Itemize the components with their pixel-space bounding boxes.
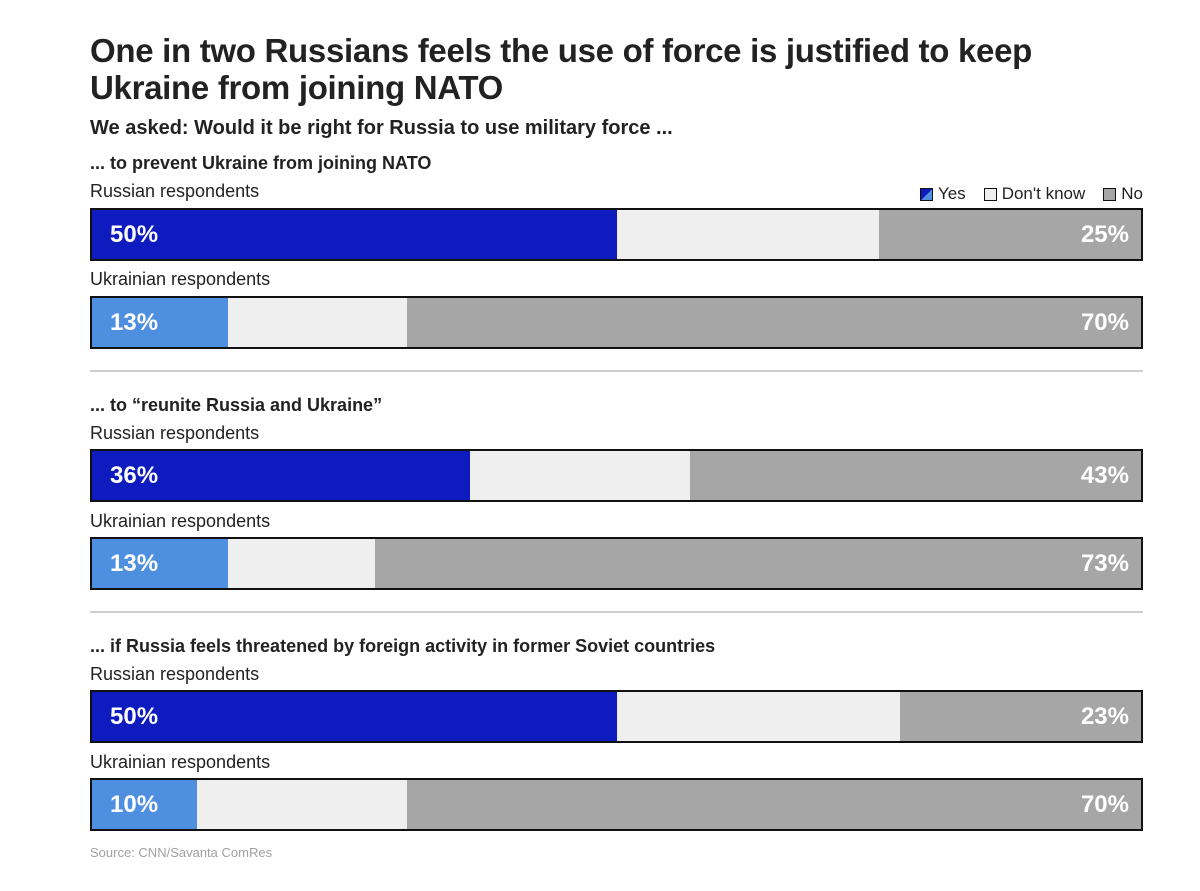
group-label-russian: Russian respondents	[90, 181, 260, 201]
value-label-yes: 50%	[110, 702, 159, 730]
bar-segment-dont-know	[469, 451, 690, 500]
stacked-bar: 50% 23%	[90, 690, 1143, 743]
value-label-yes: 36%	[110, 461, 159, 489]
legend-no-swatch	[1103, 187, 1117, 201]
section-divider	[90, 370, 1143, 372]
group-label-ukrainian: Ukrainian respondents	[90, 511, 271, 531]
legend-no-label: No	[1121, 184, 1143, 203]
bar-segment-dont-know	[228, 539, 376, 588]
question-label: ... if Russia feels threatened by foreig…	[90, 636, 716, 656]
bar-segment-no: 23%	[899, 692, 1141, 741]
bar-segment-no: 73%	[375, 539, 1141, 588]
bar-segment-dont-know	[616, 692, 900, 741]
bar-segment-dont-know	[196, 780, 407, 829]
bar-segment-yes: 13%	[92, 539, 229, 588]
group-label-ukrainian: Ukrainian respondents	[90, 752, 271, 772]
value-label-no: 23%	[1080, 702, 1129, 730]
legend-yes-swatch	[919, 187, 933, 201]
bar-segment-yes: 50%	[92, 692, 617, 741]
value-label-no: 43%	[1080, 461, 1129, 489]
stacked-bar: 36% 43%	[90, 449, 1143, 502]
bar-segment-yes: 50%	[92, 210, 617, 259]
value-label-yes: 50%	[110, 220, 159, 248]
question-label: ... to “reunite Russia and Ukraine”	[90, 395, 383, 415]
legend: Yes Don't know No	[902, 184, 1143, 204]
bar-segment-no: 25%	[878, 210, 1141, 259]
stacked-bar: 10% 70%	[90, 778, 1143, 831]
bar-segment-no: 70%	[406, 780, 1141, 829]
bar-segment-yes: 36%	[92, 451, 470, 500]
question-section-3: ... if Russia feels threatened by foreig…	[90, 636, 1143, 836]
bar-segment-yes: 13%	[92, 298, 229, 347]
section-divider	[90, 611, 1143, 613]
value-label-yes: 13%	[110, 308, 159, 336]
value-label-no: 73%	[1080, 549, 1129, 577]
legend-no: No	[1103, 184, 1143, 204]
group-label-ukrainian: Ukrainian respondents	[90, 269, 271, 289]
question-section-1: ... to prevent Ukraine from joining NATO…	[90, 153, 1143, 353]
chart-title: One in two Russians feels the use of for…	[90, 32, 1032, 106]
group-label-russian: Russian respondents	[90, 423, 260, 443]
legend-dont-know-swatch	[983, 187, 997, 201]
value-label-no: 70%	[1080, 790, 1129, 818]
value-label-no: 25%	[1080, 220, 1129, 248]
question-label: ... to prevent Ukraine from joining NATO	[90, 153, 432, 173]
value-label-no: 70%	[1080, 308, 1129, 336]
group-label-russian: Russian respondents	[90, 664, 260, 684]
stacked-bar: 50% 25%	[90, 208, 1143, 261]
value-label-yes: 13%	[110, 549, 159, 577]
question-section-2: ... to “reunite Russia and Ukraine” Russ…	[90, 395, 1143, 595]
legend-yes-label: Yes	[937, 184, 966, 203]
legend-dont-know: Don't know	[983, 184, 1086, 204]
bar-segment-dont-know	[616, 210, 879, 259]
chart-subtitle: We asked: Would it be right for Russia t…	[90, 117, 673, 139]
stacked-bar: 13% 73%	[90, 537, 1143, 590]
bar-segment-yes: 10%	[92, 780, 197, 829]
legend-dont-know-label: Don't know	[1001, 184, 1086, 203]
bar-segment-dont-know	[228, 298, 407, 347]
source-note: Source: CNN/Savanta ComRes	[90, 845, 273, 860]
stacked-bar: 13% 70%	[90, 296, 1143, 349]
bar-segment-no: 43%	[689, 451, 1141, 500]
legend-yes: Yes	[919, 184, 966, 204]
bar-segment-no: 70%	[406, 298, 1141, 347]
value-label-yes: 10%	[110, 790, 159, 818]
